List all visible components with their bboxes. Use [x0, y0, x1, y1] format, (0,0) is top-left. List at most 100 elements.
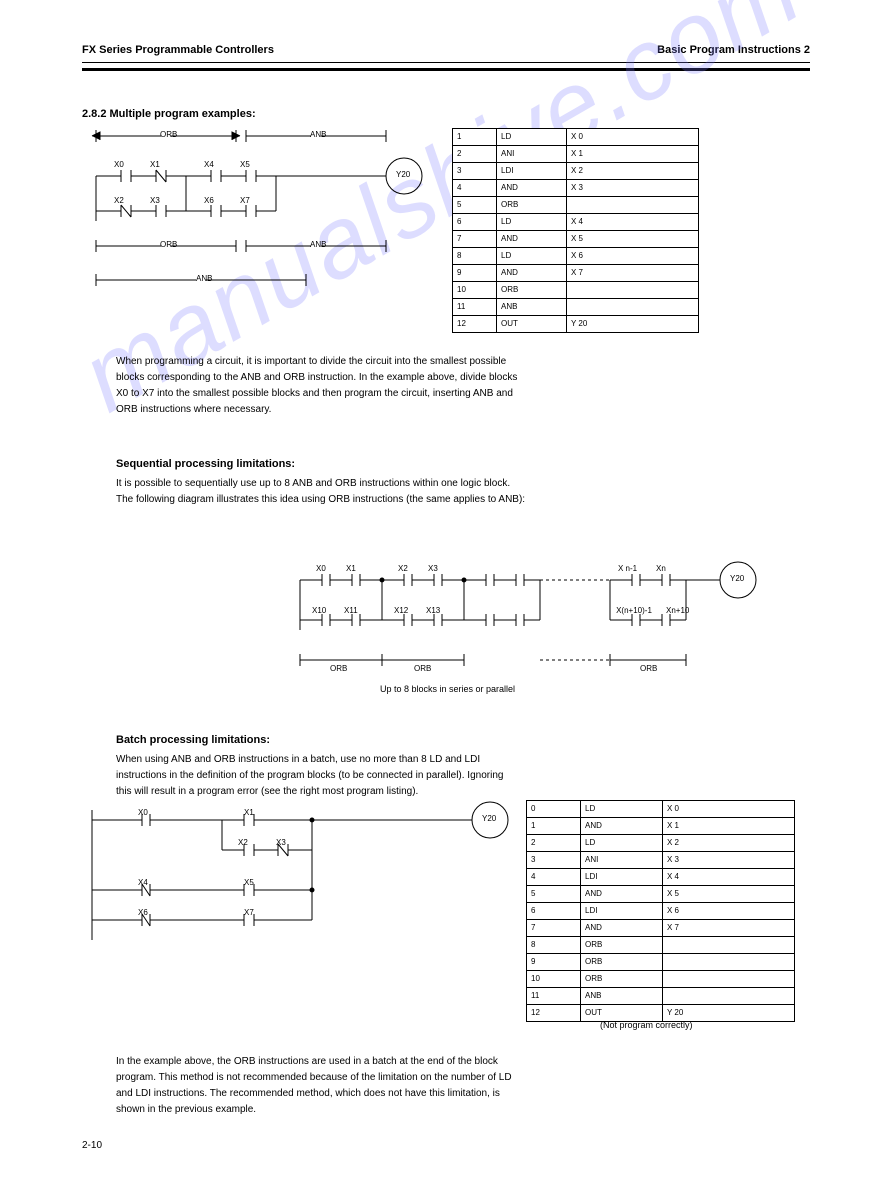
s2-arr1: ORB: [330, 664, 347, 673]
table-row: 6LDIX 6: [527, 903, 795, 920]
section2-ladder-diagram: [290, 560, 790, 700]
s1-lbl-x1: X1: [150, 160, 160, 169]
s2-lbl-x2: X2: [398, 564, 408, 573]
table-cell: 9: [527, 954, 581, 971]
table-cell: 8: [453, 248, 497, 265]
s3-lbl-x1: X1: [244, 808, 254, 817]
table-cell: 7: [527, 920, 581, 937]
table-cell: [567, 197, 699, 214]
table-cell: X 3: [663, 852, 795, 869]
table-cell: X 2: [663, 835, 795, 852]
table-cell: X 6: [663, 903, 795, 920]
table-row: 4ANDX 3: [453, 180, 699, 197]
s2-lbl-x1: X1: [346, 564, 356, 573]
table-cell: X 1: [567, 146, 699, 163]
table-cell: 7: [453, 231, 497, 248]
page: FX Series Programmable Controllers Basic…: [0, 0, 894, 1188]
table-row: 8ORB: [527, 937, 795, 954]
table-cell: Y 20: [567, 316, 699, 333]
s3-bot-l4: shown in the previous example.: [116, 1104, 256, 1115]
table-row: 8LDX 6: [453, 248, 699, 265]
table-row: 10ORB: [453, 282, 699, 299]
table-row: 12OUTY 20: [453, 316, 699, 333]
table-cell: LD: [581, 801, 663, 818]
table-cell: [663, 954, 795, 971]
s3-lbl-x0: X0: [138, 808, 148, 817]
table-row: 3ANIX 3: [527, 852, 795, 869]
table-cell: X 4: [567, 214, 699, 231]
table-cell: ORB: [497, 282, 567, 299]
table-cell: 3: [453, 163, 497, 180]
s2-lbl-xn: Xn: [656, 564, 666, 573]
page-number: 2-10: [82, 1140, 102, 1151]
table-cell: X 2: [567, 163, 699, 180]
table-cell: ORB: [581, 971, 663, 988]
section1-inst-table: 1LDX 02ANIX 13LDIX 24ANDX 35ORB6LDX 47AN…: [452, 128, 699, 333]
s3-text-l1: When using ANB and ORB instructions in a…: [116, 754, 480, 765]
s1-lbl-x4: X4: [204, 160, 214, 169]
s1-lbl-out: Y20: [396, 170, 410, 179]
table-cell: 11: [453, 299, 497, 316]
table-cell: AND: [581, 920, 663, 937]
table-cell: X 7: [567, 265, 699, 282]
table-row: 5ORB: [453, 197, 699, 214]
table-row: 11ANB: [453, 299, 699, 316]
s3-bot-l3: and LDI instructions. The recommended me…: [116, 1088, 500, 1099]
table-cell: 12: [453, 316, 497, 333]
table-cell: X 3: [567, 180, 699, 197]
table-cell: LDI: [581, 869, 663, 886]
table-cell: X 1: [663, 818, 795, 835]
table-cell: 2: [527, 835, 581, 852]
table-cell: AND: [581, 818, 663, 835]
header-left: FX Series Programmable Controllers: [82, 44, 274, 56]
s2-arr2: ORB: [414, 664, 431, 673]
table-cell: [567, 282, 699, 299]
table-cell: LD: [497, 129, 567, 146]
header-rule-thick: [82, 68, 810, 71]
s1-body-l1: When programming a circuit, it is import…: [116, 356, 506, 367]
table-row: 10ORB: [527, 971, 795, 988]
table-cell: 10: [527, 971, 581, 988]
table-cell: ORB: [581, 937, 663, 954]
s3-text-l3: this will result in a program error (see…: [116, 786, 418, 797]
table-cell: X 5: [567, 231, 699, 248]
table-row: 5ANDX 5: [527, 886, 795, 903]
table-cell: X 6: [567, 248, 699, 265]
s2-lbl-xn10a: X(n+10)-1: [604, 606, 664, 615]
header-rule-thin: [82, 62, 810, 63]
table-cell: 11: [527, 988, 581, 1005]
table-cell: OUT: [497, 316, 567, 333]
table-cell: 12: [527, 1005, 581, 1022]
table-cell: [663, 988, 795, 1005]
s2-lbl-xn1: X n-1: [618, 564, 637, 573]
table-cell: X 0: [663, 801, 795, 818]
s2-lbl-out: Y20: [730, 574, 744, 583]
table-row: 7ANDX 7: [527, 920, 795, 937]
s3-lbl-x7: X7: [244, 908, 254, 917]
s2-lbl-x3: X3: [428, 564, 438, 573]
table-row: 1LDX 0: [453, 129, 699, 146]
s1-lbl-x2: X2: [114, 196, 124, 205]
table-cell: LD: [497, 248, 567, 265]
table-cell: LD: [581, 835, 663, 852]
table-cell: 4: [527, 869, 581, 886]
s3-table-note: (Not program correctly): [600, 1020, 693, 1030]
s2-lbl-x12: X12: [394, 606, 408, 615]
s3-bot-l2: program. This method is not recommended …: [116, 1072, 512, 1083]
table-cell: AND: [497, 231, 567, 248]
s2-lbl-x0: X0: [316, 564, 326, 573]
table-row: 0LDX 0: [527, 801, 795, 818]
section1-heading: 2.8.2 Multiple program examples:: [82, 108, 256, 120]
s3-bot-l1: In the example above, the ORB instructio…: [116, 1056, 498, 1067]
s1-lbl-x6: X6: [204, 196, 214, 205]
table-cell: 5: [453, 197, 497, 214]
table-cell: ORB: [581, 954, 663, 971]
s2-arr3: ORB: [640, 664, 657, 673]
table-cell: AND: [497, 180, 567, 197]
s2-text-l2: The following diagram illustrates this i…: [116, 494, 525, 505]
table-cell: ANB: [497, 299, 567, 316]
section3-inst-table: 0LDX 01ANDX 12LDX 23ANIX 34LDIX 45ANDX 5…: [526, 800, 795, 1022]
s1-arr2b: ANB: [310, 240, 326, 249]
s3-lbl-x6: X6: [138, 908, 148, 917]
s2-lbl-xn10b: Xn+10: [666, 606, 689, 615]
